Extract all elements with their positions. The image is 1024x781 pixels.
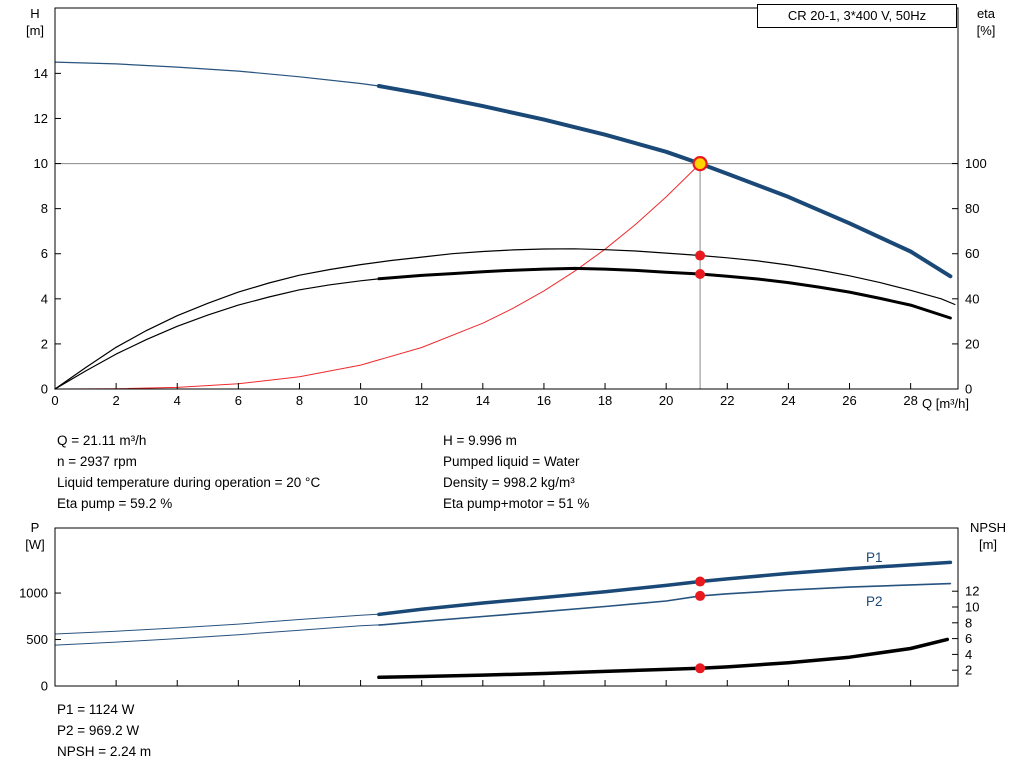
y-axis-tick-label: 4 xyxy=(41,291,48,306)
right-axis-tick-label: 20 xyxy=(965,336,979,351)
eta-pump-motor-point xyxy=(695,269,706,280)
y-axis-tick-label: 10 xyxy=(34,156,48,171)
h-axis-label: H [m] xyxy=(16,5,54,39)
info-line-speed: n = 2937 rpm xyxy=(57,454,137,469)
right-axis-tick-label: 12 xyxy=(965,584,979,599)
p2-point xyxy=(695,590,706,601)
info-line-density: Density = 998.2 kg/m³ xyxy=(443,475,575,490)
eta-axis-label: eta [%] xyxy=(962,5,1010,39)
q-axis-label: Q [m³/h] xyxy=(922,396,969,411)
affinity-curve xyxy=(54,163,701,390)
right-axis-tick-label: 0 xyxy=(965,382,972,397)
info-line-eta-pump: Eta pump = 59.2 % xyxy=(57,496,173,511)
x-axis-tick-label: 26 xyxy=(842,393,856,408)
x-axis-tick-label: 4 xyxy=(174,393,181,408)
info-line-liquid: Pumped liquid = Water xyxy=(443,454,580,469)
x-axis-tick-label: 2 xyxy=(112,393,119,408)
eta-pump-curve xyxy=(54,248,956,390)
p1-curve-selected xyxy=(377,560,953,617)
head-efficiency-chart: 0 2 4 6 8 10 12 14 16 18 20 22 24 26 28024681012140204… xyxy=(34,7,987,408)
info-line-temp: Liquid temperature during operation = 20… xyxy=(57,475,321,490)
right-axis-tick-label: 2 xyxy=(965,663,972,678)
x-axis-tick-label: 10 xyxy=(353,393,367,408)
pump-type-box: CR 20-1, 3*400 V, 50Hz xyxy=(757,4,957,28)
x-axis-tick-label: 22 xyxy=(720,393,734,408)
x-axis-tick-label: 0 xyxy=(51,393,58,408)
plot-frame xyxy=(54,527,959,687)
right-axis-tick-label: 40 xyxy=(965,291,979,306)
result-line-p2: P2 = 969.2 W xyxy=(57,723,140,738)
right-axis-tick-label: 100 xyxy=(965,156,987,171)
y-axis-tick-label: 0 xyxy=(41,382,48,397)
qh-curve-selected xyxy=(376,84,953,279)
right-axis-tick-label: 8 xyxy=(965,615,972,630)
qh-curve-full xyxy=(54,61,952,277)
p-axis-label: P [W] xyxy=(16,519,54,553)
info-line-q: Q = 21.11 m³/h xyxy=(57,433,147,448)
result-line-npsh: NPSH = 2.24 m xyxy=(57,744,152,759)
y-axis-tick-label: 2 xyxy=(41,336,48,351)
x-axis-tick-label: 18 xyxy=(598,393,612,408)
npsh-axis-label: NPSH [m] xyxy=(960,519,1016,553)
p-axis-label-unit: [W] xyxy=(25,537,45,552)
x-axis-tick-label: 28 xyxy=(903,393,917,408)
npsh-axis-label-unit: [m] xyxy=(978,537,998,552)
plot-frame xyxy=(54,7,959,390)
y-axis-tick-label: 0 xyxy=(41,679,48,694)
duty-point[interactable] xyxy=(692,156,708,172)
npsh-curve xyxy=(377,637,950,680)
eta-pump-motor-full xyxy=(54,277,383,390)
y-axis-tick-label: 8 xyxy=(41,201,48,216)
eta-pump-motor-selected xyxy=(377,266,952,320)
p-axis-label-symbol: P xyxy=(30,520,40,535)
info-line-head: H = 9.996 m xyxy=(443,433,517,448)
h-axis-label-symbol: H xyxy=(30,6,40,21)
y-axis-tick-label: 500 xyxy=(26,632,48,647)
y-axis-tick-label: 12 xyxy=(34,111,48,126)
x-axis-tick-label: 24 xyxy=(781,393,795,408)
npsh-axis-label-symbol: NPSH xyxy=(969,520,1007,535)
right-axis-tick-label: 60 xyxy=(965,246,979,261)
curve-label-p1: P1 xyxy=(866,550,883,565)
x-axis-tick-label: 8 xyxy=(296,393,303,408)
result-line-p1: P1 = 1124 W xyxy=(57,702,135,717)
h-axis-label-unit: [m] xyxy=(25,23,45,38)
y-axis-tick-label: 6 xyxy=(41,246,48,261)
curve-label-p2: P2 xyxy=(866,594,883,609)
info-line-eta-pm: Eta pump+motor = 51 % xyxy=(443,496,590,511)
x-axis-tick-label: 12 xyxy=(414,393,428,408)
p1-curve-full xyxy=(54,613,383,635)
y-axis-tick-label: 14 xyxy=(34,66,48,81)
x-axis-tick-label: 16 xyxy=(537,393,551,408)
x-axis-tick-label: 20 xyxy=(659,393,673,408)
eta-pump-point xyxy=(695,250,706,261)
eta-axis-label-unit: [%] xyxy=(976,23,996,38)
right-axis-tick-label: 4 xyxy=(965,647,972,662)
eta-axis-label-symbol: eta xyxy=(976,6,996,21)
right-axis-tick-label: 80 xyxy=(965,201,979,216)
npsh-point xyxy=(695,663,706,674)
x-axis-tick-label: 6 xyxy=(235,393,242,408)
x-axis-tick-label: 14 xyxy=(476,393,490,408)
p1-point xyxy=(695,576,706,587)
right-axis-tick-label: 6 xyxy=(965,631,972,646)
p2-curve xyxy=(378,582,952,626)
p2-curve-full xyxy=(54,624,383,646)
right-axis-tick-label: 10 xyxy=(965,600,979,615)
y-axis-tick-label: 1000 xyxy=(19,586,48,601)
